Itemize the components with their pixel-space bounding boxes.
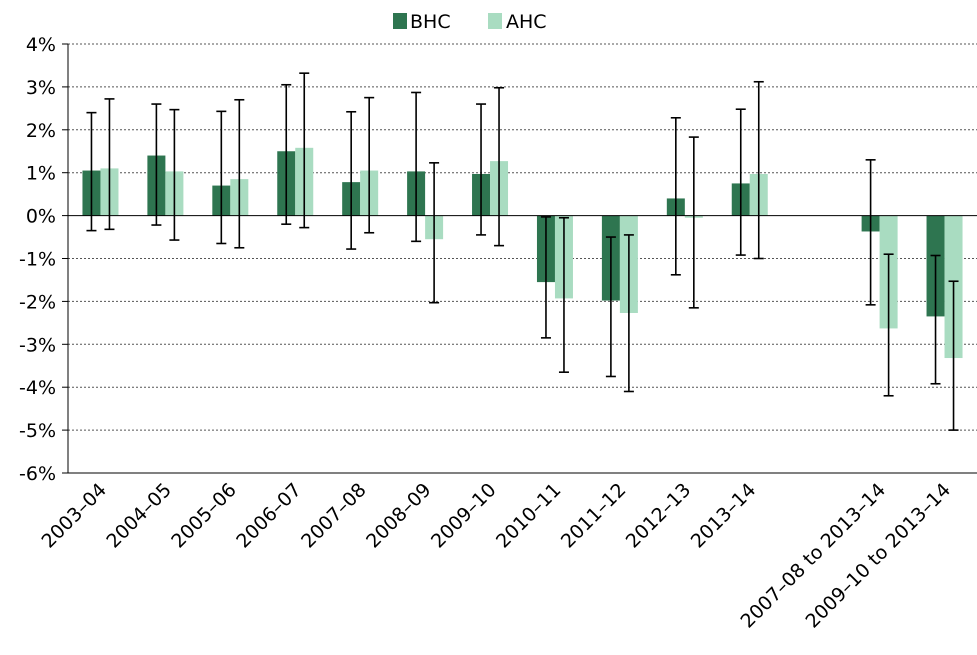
y-axis-ticks: 4% 3% 2% 1% 0% -1% -2% -3% -4% -5% -6%	[19, 34, 68, 485]
error-bars	[86, 72, 959, 431]
x-category-label: 2006–07	[232, 479, 306, 553]
x-category-label: 2011–12	[557, 479, 631, 553]
x-category-label: 2013–14	[687, 479, 761, 553]
y-tick-label: 2%	[26, 120, 56, 142]
y-tick-label: 0%	[26, 206, 56, 228]
x-category-label: 2005–06	[167, 479, 241, 553]
legend: BHC AHC	[393, 11, 547, 33]
x-category-label: 2003–04	[37, 479, 111, 553]
y-tick-label: 4%	[26, 34, 56, 56]
legend-label-bhc: BHC	[410, 11, 451, 33]
x-category-label: 2012–13	[622, 479, 696, 553]
y-tick-label: -2%	[19, 291, 56, 313]
bars	[82, 147, 963, 359]
x-category-label: 2010–11	[492, 479, 566, 553]
x-category-label: 2008–09	[362, 479, 436, 553]
legend-label-ahc: AHC	[506, 11, 547, 33]
legend-swatch-bhc	[393, 13, 407, 29]
x-axis-labels: 2003–042004–052005–062006–072007–082008–…	[37, 479, 955, 633]
y-tick-label: -1%	[19, 249, 56, 271]
axes	[67, 44, 977, 474]
y-tick-label: -4%	[19, 377, 56, 399]
x-category-label: 2007–08	[297, 479, 371, 553]
gridlines	[68, 43, 977, 474]
y-tick-label: -3%	[19, 334, 56, 356]
y-tick-label: -6%	[19, 463, 56, 485]
y-tick-label: 1%	[26, 163, 56, 185]
y-tick-label: 3%	[26, 77, 56, 99]
legend-swatch-ahc	[488, 13, 502, 29]
x-category-label: 2004–05	[102, 479, 176, 553]
y-tick-label: -5%	[19, 420, 56, 442]
x-category-label: 2009–10	[427, 479, 501, 553]
